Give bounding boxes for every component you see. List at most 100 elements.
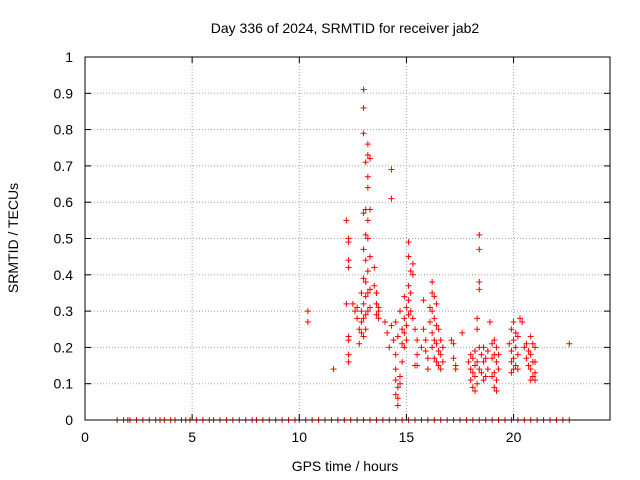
data-point [429, 279, 436, 286]
data-point [401, 315, 408, 322]
data-point [384, 329, 391, 336]
data-point [474, 380, 481, 387]
data-point [371, 282, 378, 289]
data-point [517, 315, 523, 322]
data-point [489, 373, 496, 380]
data-point [433, 300, 440, 307]
data-point [330, 366, 337, 373]
data-point [407, 289, 414, 296]
data-point [525, 362, 532, 369]
x-axis-label: GPS time / hours [292, 458, 399, 474]
data-point [392, 318, 399, 325]
data-point [414, 351, 421, 358]
data-point [386, 344, 393, 351]
data-point [510, 337, 517, 344]
data-point [354, 315, 361, 322]
data-point [362, 293, 369, 300]
data-point [472, 373, 478, 380]
data-point [474, 315, 481, 322]
data-point [345, 257, 352, 264]
data-point [435, 326, 442, 333]
data-point [392, 377, 399, 384]
chart-title: Day 336 of 2024, SRMTID for receiver jab… [211, 20, 480, 36]
data-point [364, 268, 371, 275]
data-point [397, 373, 403, 380]
data-point [405, 239, 412, 246]
data-point [362, 279, 369, 286]
data-point [431, 315, 438, 322]
data-point [360, 130, 367, 137]
data-point [439, 344, 446, 351]
data-point [362, 231, 369, 238]
data-point [493, 358, 500, 365]
data-point [489, 340, 496, 347]
data-point [523, 340, 530, 347]
data-point [493, 344, 500, 351]
data-point [403, 337, 410, 344]
data-point [472, 348, 478, 355]
data-point [362, 326, 369, 333]
data-point [431, 355, 438, 362]
data-point [394, 395, 401, 402]
data-point [467, 377, 474, 384]
x-tick-label: 5 [188, 429, 196, 445]
data-point [424, 355, 431, 362]
data-point [480, 344, 487, 351]
data-point [373, 289, 380, 296]
data-point [495, 366, 502, 373]
data-point [420, 326, 427, 333]
data-point [388, 322, 395, 329]
data-point [512, 362, 519, 369]
data-point [532, 344, 538, 351]
data-point [407, 308, 414, 315]
data-point [429, 289, 436, 296]
data-point [489, 355, 496, 362]
data-point [360, 300, 367, 307]
data-point [360, 104, 367, 111]
data-point [409, 271, 416, 278]
data-point [429, 308, 436, 315]
data-point [349, 300, 356, 307]
data-point [448, 337, 455, 344]
data-point [429, 344, 436, 351]
data-point [401, 293, 408, 300]
data-point [532, 358, 538, 365]
data-point [476, 279, 483, 286]
y-tick-label: 0.9 [54, 85, 74, 101]
data-point [484, 366, 491, 373]
data-point [360, 86, 367, 93]
data-point [345, 351, 352, 358]
data-point [403, 322, 410, 329]
data-point [508, 326, 515, 333]
x-tick-label: 0 [81, 429, 89, 445]
data-point [401, 344, 408, 351]
data-point [495, 351, 502, 358]
y-tick-label: 0.3 [54, 303, 74, 319]
data-point [401, 329, 408, 336]
data-point [433, 358, 440, 365]
data-point [532, 377, 538, 384]
data-point [375, 315, 382, 322]
data-point [450, 340, 457, 347]
data-point [467, 351, 474, 358]
data-point [405, 253, 412, 260]
y-axis-label: SRMTID / TECUs [5, 183, 21, 293]
y-tick-label: 0.6 [54, 194, 74, 210]
data-point [414, 362, 421, 369]
data-point [364, 184, 371, 191]
data-point [431, 293, 438, 300]
data-point [360, 315, 367, 322]
data-point [364, 217, 371, 224]
data-point [476, 286, 483, 293]
data-point [343, 217, 350, 224]
data-point [375, 308, 382, 315]
data-point [478, 369, 485, 376]
data-point [478, 351, 485, 358]
data-point [523, 355, 530, 362]
data-point [431, 337, 438, 344]
data-point [465, 358, 472, 365]
data-point [514, 366, 521, 373]
data-point [472, 362, 478, 369]
data-point [373, 311, 380, 318]
